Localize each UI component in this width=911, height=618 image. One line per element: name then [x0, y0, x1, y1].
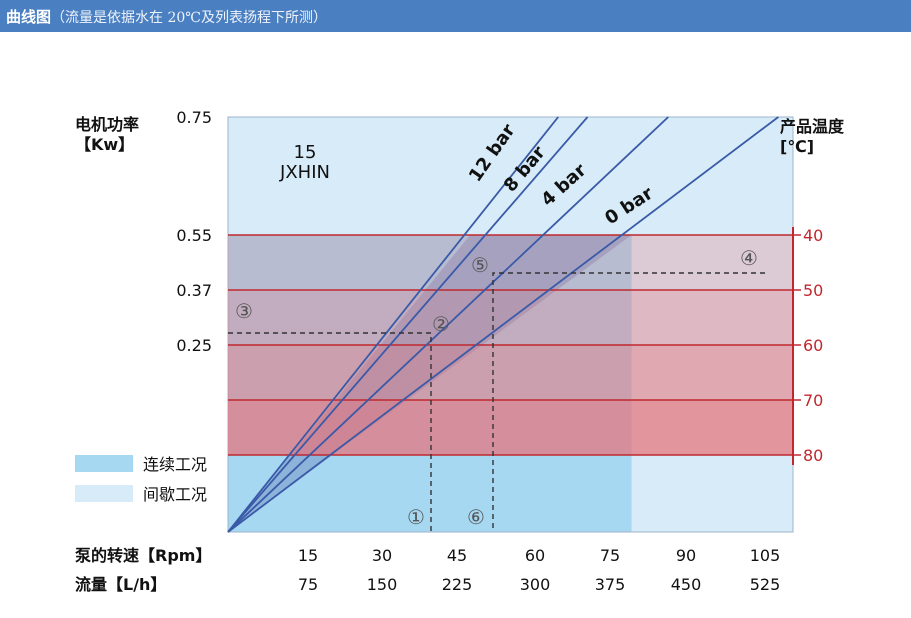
legend-label-intermittent: 间歇工况: [143, 485, 207, 504]
y2-axis-title: 产品温度: [780, 117, 845, 136]
x-tick-flow: 225: [442, 575, 473, 594]
pressure-line: [227, 116, 589, 533]
reference-dash: [492, 272, 765, 532]
marker-label: ③: [235, 299, 253, 323]
temp-tick-label: 60: [803, 336, 823, 355]
temp-band: [228, 290, 793, 345]
marker-label: ⑥: [467, 505, 485, 529]
y-axis-unit: 【Kw】: [75, 135, 134, 154]
model-size: 15: [294, 142, 317, 163]
x-tick-flow: 450: [671, 575, 702, 594]
legend-swatch-continuous: [75, 455, 133, 472]
x-tick-speed: 30: [372, 546, 392, 565]
y-tick-label: 0.37: [176, 281, 212, 300]
x-tick-speed: 60: [525, 546, 545, 565]
x-axis-flow-title: 流量【L/h】: [75, 575, 166, 594]
title-subtitle: （流量是依据水在 20℃及列表扬程下所测）: [51, 10, 327, 26]
marker-label: ②: [432, 312, 450, 336]
y2-axis-unit: [℃]: [780, 137, 814, 156]
pressure-line: [227, 116, 669, 533]
y-axis-title: 电机功率: [75, 115, 139, 134]
x-tick-flow: 525: [750, 575, 781, 594]
temp-band: [228, 345, 793, 400]
temp-tick-label: 50: [803, 281, 823, 300]
temp-tick-label: 40: [803, 226, 823, 245]
legend-label-continuous: 连续工况: [143, 455, 207, 474]
y-tick-label: 0.75: [176, 108, 212, 127]
temp-band: [228, 400, 793, 455]
reference-dash: [228, 332, 432, 532]
marker-label: ⑤: [471, 253, 489, 277]
pressure-line: [227, 116, 559, 533]
pressure-line: [227, 116, 779, 533]
header-bar: [0, 0, 911, 32]
x-tick-speed: 90: [676, 546, 696, 565]
temp-tick-label: 80: [803, 446, 823, 465]
legend-swatch-intermittent: [75, 485, 133, 502]
temp-tick-label: 70: [803, 391, 823, 410]
x-tick-flow: 375: [595, 575, 626, 594]
x-tick-speed: 75: [600, 546, 620, 565]
title-text: 曲线图: [6, 8, 52, 26]
page-title: 曲线图（流量是依据水在 20℃及列表扬程下所测）: [6, 6, 327, 27]
marker-label: ④: [740, 246, 758, 270]
x-tick-flow: 75: [298, 575, 318, 594]
x-tick-speed: 15: [298, 546, 318, 565]
x-tick-flow: 300: [520, 575, 551, 594]
y-tick-label: 0.55: [176, 226, 212, 245]
marker-label: ①: [407, 505, 425, 529]
y-tick-label: 0.25: [176, 336, 212, 355]
x-tick-speed: 105: [750, 546, 781, 565]
temp-band: [228, 235, 793, 290]
x-tick-flow: 150: [367, 575, 398, 594]
x-tick-speed: 45: [447, 546, 467, 565]
model-name: JXHIN: [279, 162, 330, 183]
x-axis-speed-title: 泵的转速【Rpm】: [74, 546, 211, 565]
